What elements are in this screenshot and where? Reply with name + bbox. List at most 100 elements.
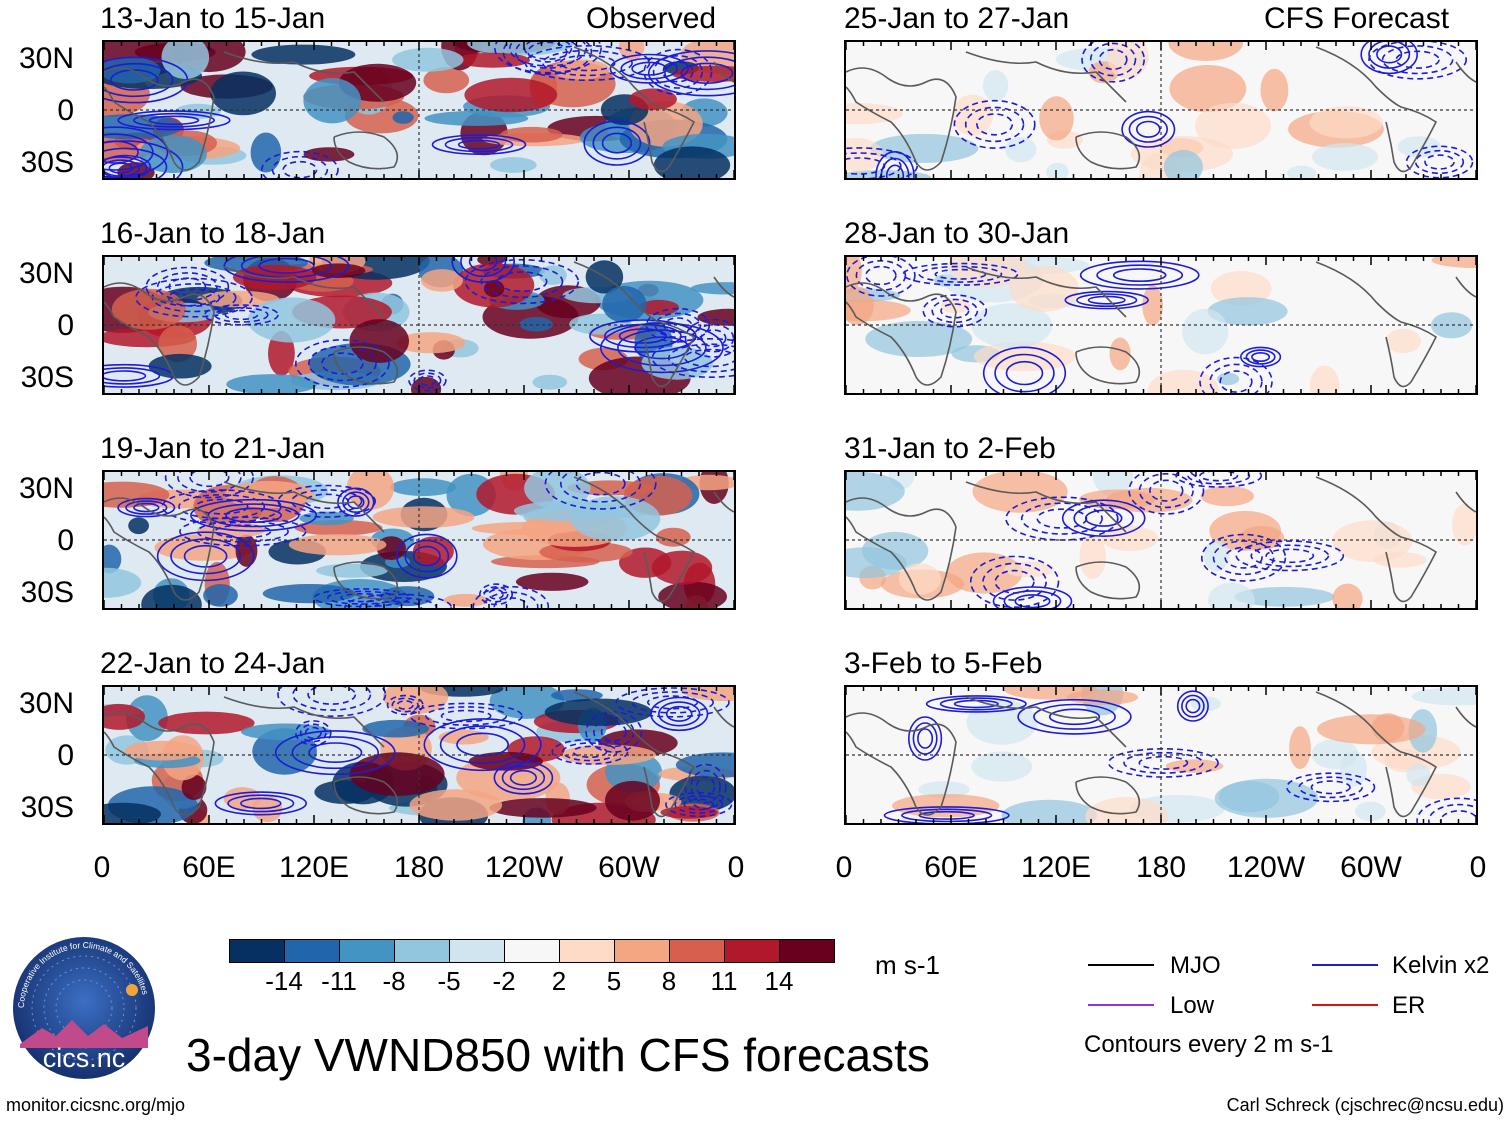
cb-label-m14: -14	[265, 966, 303, 996]
anomaly-blob	[362, 719, 430, 738]
kelvin-contour	[953, 99, 1036, 149]
kelvin-contour	[982, 346, 1067, 393]
coastline	[1315, 261, 1438, 388]
kelvin-contour	[646, 695, 699, 710]
anomaly-blob	[196, 290, 280, 308]
anomaly-blob	[423, 67, 470, 94]
map-field-graphic	[846, 687, 1476, 823]
kelvin-contour	[1128, 472, 1205, 515]
anomaly-blob	[865, 321, 973, 357]
anomaly-blob	[1431, 257, 1476, 268]
kelvin-contour	[684, 318, 734, 358]
kelvin-contour	[544, 472, 657, 510]
anomaly-blob	[972, 472, 1068, 513]
coastline	[333, 346, 399, 385]
kelvin-contour	[460, 257, 507, 278]
legend-label-er: ER	[1392, 992, 1426, 1019]
kelvin-contour	[307, 345, 377, 382]
anomaly-blob	[1289, 726, 1311, 770]
anomaly-blob	[148, 353, 212, 379]
anomaly-blob	[1046, 162, 1069, 178]
footer-url[interactable]: monitor.cicsnc.org/mjo	[6, 1095, 186, 1115]
coastline	[104, 712, 215, 816]
anomaly-blob	[252, 728, 317, 775]
kelvin-contour	[227, 794, 295, 813]
kelvin-contour	[178, 493, 266, 520]
kelvin-contour	[700, 329, 727, 348]
kelvin-contour	[483, 591, 539, 608]
kelvin-contour	[615, 687, 730, 718]
kelvin-contour	[1081, 42, 1145, 83]
coastline	[573, 691, 696, 818]
kelvin-contour	[156, 272, 218, 302]
anomaly-blob	[1239, 526, 1285, 550]
kelvin-contour	[560, 472, 642, 503]
anomaly-blob	[1200, 485, 1254, 507]
anomaly-blob	[161, 42, 210, 79]
anomaly-blob	[1207, 297, 1288, 326]
anomaly-blob	[1287, 165, 1317, 178]
kelvin-contour	[631, 61, 668, 76]
coastline	[713, 491, 734, 513]
kelvin-contour	[277, 484, 376, 518]
kelvin-contour	[901, 808, 993, 823]
x-tick-60e-right: 60E	[924, 851, 978, 884]
y-tick-0-2: 0	[57, 309, 74, 342]
colorbar-box-9	[724, 940, 779, 962]
y-tick-0-4: 0	[57, 739, 74, 772]
kelvin-contour	[925, 695, 1027, 713]
anomaly-blob	[628, 88, 677, 110]
anomaly-blob	[464, 77, 558, 113]
coastline	[965, 51, 1127, 103]
y-tick-0-1: 0	[57, 94, 74, 127]
x-tick-180-left: 180	[393, 851, 445, 884]
page-title: 3-day VWND850 with CFS forecasts	[186, 1029, 930, 1081]
legend-contour-note: Contours every 2 m s-1	[1084, 1031, 1334, 1058]
coastline	[1075, 776, 1141, 815]
map-field-graphic	[104, 257, 734, 393]
kelvin-contour	[304, 493, 349, 510]
kelvin-contour	[964, 106, 1025, 143]
kelvin-contour	[1209, 363, 1263, 393]
colorbar-box-5	[504, 940, 559, 962]
anomaly-blob	[1142, 285, 1163, 326]
anomaly-blob	[1004, 561, 1055, 578]
anomaly-blob	[846, 286, 874, 325]
anomaly-blob	[128, 517, 149, 535]
kelvin-contour	[1098, 48, 1128, 71]
colorbar-box-3	[394, 940, 449, 962]
coastline	[846, 282, 957, 386]
kelvin-contour	[509, 42, 587, 67]
y-tick-30n-4: 30N	[18, 687, 74, 720]
kelvin-contour	[189, 472, 230, 488]
kelvin-contour	[1079, 260, 1200, 290]
anomaly-blob	[1001, 799, 1097, 823]
kelvin-contour	[618, 328, 668, 344]
coastline	[1075, 346, 1141, 385]
anomaly-blob	[1217, 372, 1240, 386]
kelvin-contour	[190, 498, 318, 532]
panel-label-cfs: CFS Forecast	[1264, 2, 1450, 35]
anomaly-blob	[349, 752, 445, 796]
anomaly-blob	[467, 42, 574, 56]
anomaly-blob	[141, 584, 202, 608]
kelvin-contour	[110, 69, 159, 91]
anomaly-blob	[846, 137, 883, 172]
anomaly-blob	[349, 319, 409, 363]
anomaly-blob	[651, 550, 713, 585]
legend-line-mjo	[1088, 964, 1154, 966]
kelvin-contour	[1414, 149, 1465, 175]
kelvin-contour	[1185, 698, 1201, 714]
kelvin-contour	[1310, 780, 1351, 795]
kelvin-contour	[994, 353, 1055, 393]
cb-label-8: 8	[661, 966, 677, 996]
kelvin-contour	[1224, 546, 1263, 569]
kelvin-contour	[684, 763, 727, 810]
kelvin-contour	[1096, 264, 1184, 286]
anomaly-blob	[1309, 106, 1383, 139]
anomaly-blob	[551, 59, 610, 80]
map-panel-observed-4	[102, 685, 736, 825]
anomaly-blob	[262, 584, 356, 604]
kelvin-contour	[1240, 346, 1282, 368]
anomaly-blob	[1085, 797, 1168, 823]
